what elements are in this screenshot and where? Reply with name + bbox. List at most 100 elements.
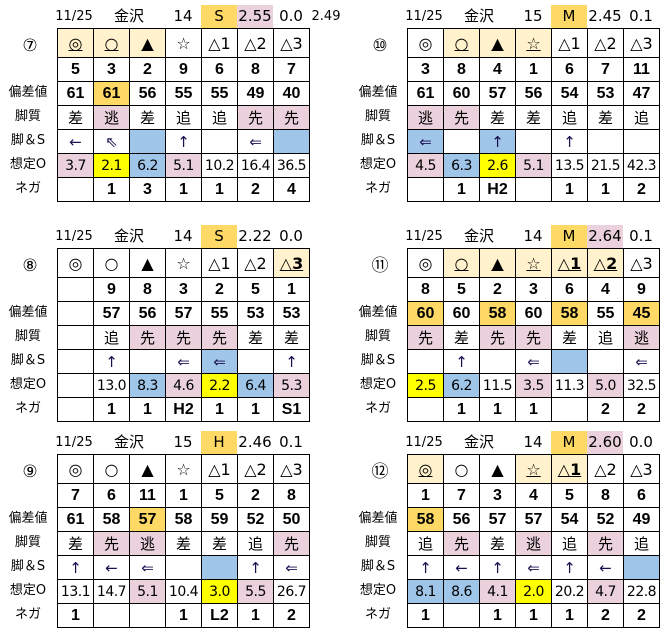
- race-number: ⑧: [22, 256, 38, 276]
- row-label: 脚＆S: [360, 133, 396, 148]
- table-cell: 差: [443, 325, 480, 350]
- row-label: 脚＆S: [360, 353, 396, 368]
- table-cell: △3: [623, 28, 660, 58]
- race-number: ⑦: [22, 36, 38, 56]
- running-style-row: 差先逃差差追先: [57, 531, 310, 556]
- race-block-12: 11/25 金沢 14 M 2.60 0.0 ⑫ 偏差値 脚質 脚＆S 想定O ネガ ◎ ○ ▲ ☆ △1 △2 △…: [350, 431, 666, 641]
- table-cell: 2: [237, 483, 274, 508]
- table-cell: 60: [443, 301, 480, 326]
- race-table: ◎ ○ ▲ ☆ △1 △2 △3 3 8 4 1 6 7 11 61 60 57 56 54 53 47 逃先差差追差追 ⇐…: [407, 28, 660, 202]
- table-cell: [93, 603, 130, 628]
- race-number: ⑫: [371, 462, 389, 482]
- table-cell: 4: [587, 277, 624, 302]
- table-cell: 61: [93, 81, 130, 106]
- table-cell: 追: [237, 531, 274, 556]
- race-block-9: 11/25 金沢 15 H 2.46 0.1 ⑨ 偏差値 脚質 脚＆S 想定O ネガ ◎ ○ ▲ ☆ △1 △2 △…: [0, 431, 333, 641]
- table-cell: 8: [407, 277, 444, 302]
- horse-number-row: 7 6 11 1 5 2 8: [57, 483, 310, 508]
- table-cell: 58: [479, 301, 516, 326]
- table-cell: 58: [93, 507, 130, 532]
- table-cell: ▲: [479, 28, 516, 58]
- deviation-row: 61 60 57 56 54 53 47: [407, 81, 660, 106]
- table-cell: 1: [129, 397, 166, 422]
- table-cell: 4: [273, 177, 310, 202]
- table-cell: S1: [273, 397, 310, 422]
- table-cell: △1: [201, 28, 238, 58]
- table-cell: 4: [479, 57, 516, 82]
- table-cell: 差: [57, 105, 94, 130]
- table-cell: 5: [551, 483, 588, 508]
- table-cell: 40: [273, 81, 310, 106]
- race-table: ◎ ○ ▲ ☆ △1 △2 △3 5 3 2 9 6 8 7 61 61 56 55 55 49 40 差逃差追追先先 ← ⇖…: [57, 28, 310, 202]
- race-number: ⑩: [372, 36, 388, 56]
- table-cell: △2: [237, 454, 274, 484]
- table-cell: 1: [515, 603, 552, 628]
- table-cell: 3.7: [57, 153, 94, 178]
- table-cell: 6.3: [443, 153, 480, 178]
- table-cell: 1: [93, 397, 130, 422]
- table-cell: 52: [587, 507, 624, 532]
- secondary-value: 0.1: [279, 433, 303, 451]
- table-cell: 13.0: [93, 373, 130, 398]
- runner-count: 14: [173, 227, 193, 245]
- table-cell: 1: [407, 483, 444, 508]
- index-value: 2.64: [587, 225, 623, 248]
- table-cell: 8: [273, 483, 310, 508]
- extra-value: 2.49: [311, 9, 341, 24]
- table-cell: ☆: [515, 248, 552, 278]
- table-cell: 差: [551, 325, 588, 350]
- table-cell: 追: [551, 105, 588, 130]
- table-cell: 3: [515, 277, 552, 302]
- table-cell: 61: [57, 507, 94, 532]
- table-cell: ←: [93, 555, 130, 580]
- table-cell: [407, 349, 444, 374]
- table-cell: 9: [165, 57, 202, 82]
- table-cell: 追: [165, 105, 202, 130]
- table-cell: [407, 177, 444, 202]
- table-cell: 5.0: [587, 373, 624, 398]
- race-date: 11/25: [405, 435, 443, 450]
- table-cell: ⇖: [93, 129, 130, 154]
- table-cell: △2: [237, 248, 274, 278]
- table-cell: 8: [443, 57, 480, 82]
- table-cell: [443, 603, 480, 628]
- row-label: 想定O: [9, 157, 47, 172]
- table-cell: ▲: [129, 454, 166, 484]
- table-cell: 54: [551, 507, 588, 532]
- table-cell: [129, 129, 166, 154]
- deviation-row: 57 56 57 55 53 53: [57, 301, 310, 326]
- table-cell: 1: [443, 177, 480, 202]
- table-cell: 52: [237, 507, 274, 532]
- table-cell: [57, 397, 94, 422]
- row-label: 脚質: [364, 109, 391, 124]
- estimated-odds-row: 4.5 6.3 2.6 5.1 13.5 21.5 42.3: [407, 153, 660, 178]
- table-cell: 9: [623, 277, 660, 302]
- table-cell: 6.2: [129, 153, 166, 178]
- table-cell: 先: [165, 325, 202, 350]
- negative-row: 1 1 L2 1 2: [57, 603, 310, 628]
- row-label: 脚質: [364, 535, 391, 550]
- table-cell: [165, 555, 202, 580]
- table-cell: 1: [587, 177, 624, 202]
- table-cell: 57: [93, 301, 130, 326]
- table-cell: ▲: [129, 28, 166, 58]
- table-cell: 差: [57, 531, 94, 556]
- table-cell: [551, 349, 588, 374]
- table-cell: △2: [587, 248, 624, 278]
- table-cell: 11.3: [551, 373, 588, 398]
- table-cell: 2: [623, 397, 660, 422]
- table-cell: 3: [407, 57, 444, 82]
- table-cell: ↑: [93, 349, 130, 374]
- table-cell: 57: [129, 507, 166, 532]
- running-style-row: 先差先先差追逃: [407, 325, 660, 350]
- table-cell: 8: [129, 277, 166, 302]
- table-cell: 32.5: [623, 373, 660, 398]
- mark-row: ◎ ○ ▲ ☆ △1 △2 △3: [407, 28, 660, 58]
- running-style-row: 追先差逃追先追: [407, 531, 660, 556]
- table-cell: 1: [479, 603, 516, 628]
- negative-row: 1 1 H2 1 1 S1: [57, 397, 310, 422]
- table-cell: 3: [93, 57, 130, 82]
- table-cell: ○: [443, 248, 480, 278]
- table-cell: 1: [273, 277, 310, 302]
- table-cell: 8.3: [129, 373, 166, 398]
